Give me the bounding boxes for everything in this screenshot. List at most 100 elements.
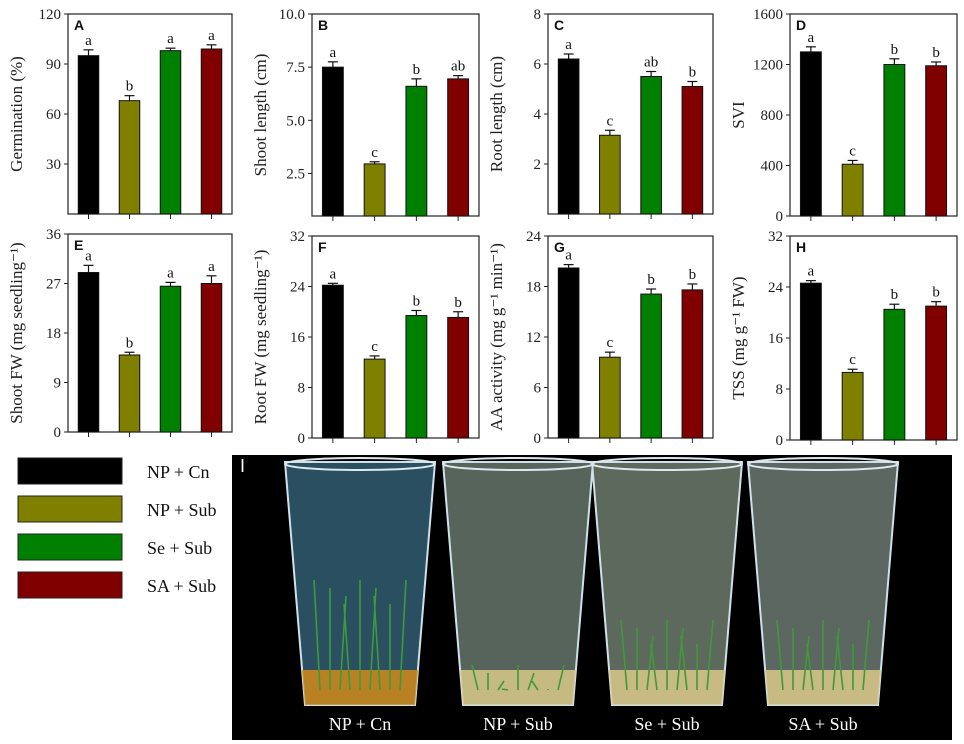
bar-np-sub [363,358,386,439]
significance-letter: ab [644,55,658,71]
bar-np-sub [841,163,864,217]
bar-np-cn [799,51,822,217]
bar-sa-sub [200,283,223,433]
bar-se-sub [159,50,182,215]
bar-sa-sub [200,48,223,215]
y-tick-label: 0 [776,209,784,225]
bar-np-sub [363,163,386,217]
bar-np-sub [118,100,141,215]
panel-label: F [318,239,327,255]
seedling [343,603,351,691]
y-tick-label: 6 [534,381,542,397]
significance-letter: c [849,352,856,368]
legend-swatch [17,533,123,561]
significance-letter: b [647,272,655,288]
bar-se-sub [405,85,428,217]
cup: NP + Cn [283,457,437,734]
y-tick-label: 30 [46,157,61,173]
bar-np-sub [841,371,864,441]
panel-f: 0 8 16 24 32 Root FW (mg seedling⁻¹) Fa c b b [251,229,480,447]
significance-letter: a [167,265,174,281]
legend-label: NP + Sub [147,500,217,520]
panel-label: C [554,17,564,33]
panel-b: 2.5 5.0 7.5 10.0 Shoot length (cm) Ba c b ab [251,7,480,221]
y-axis-label: Germination (%) [7,56,26,172]
legend-label: SA + Sub [147,576,216,596]
significance-letter: b [413,62,421,78]
significance-letter: b [689,267,697,283]
y-tick-label: 400 [761,159,784,175]
y-axis-label: Root length (cm) [487,56,506,172]
bar-np-cn [321,284,344,439]
y-tick-label: 1600 [753,7,783,23]
significance-letter: c [607,113,614,129]
y-tick-label: 2 [534,157,542,173]
y-tick-label: 4 [534,107,542,123]
significance-letter: b [932,285,940,301]
y-tick-label: 800 [761,108,784,124]
y-tick-label: 10.0 [279,7,305,23]
y-axis-label: Shoot FW (mg seedling⁻¹) [7,242,26,423]
legend-swatch [17,457,123,485]
seedling [497,680,505,691]
legend-item: Se + Sub [17,533,212,561]
bar-np-cn [77,272,100,433]
seedling [373,595,381,691]
seedling [836,635,844,691]
significance-letter: ab [451,59,465,75]
legend-swatch [17,571,123,599]
significance-letter: b [689,65,697,81]
significance-letter: c [371,339,378,355]
significance-letter: a [330,45,337,61]
seedling [557,664,565,691]
y-tick-label: 0 [776,433,784,449]
significance-letter: a [208,259,215,275]
y-tick-label: 24 [768,280,784,296]
bar-sa-sub [681,289,704,439]
legend-item: NP + Sub [17,495,217,523]
y-tick-label: 0 [54,425,62,441]
significance-letter: b [126,335,134,351]
legend-label: NP + Cn [147,462,210,482]
panel-a: 30 60 90 120 Germination (%) Aa b a a [7,7,233,219]
cup-rim [591,457,743,471]
y-tick-label: 90 [46,57,61,73]
bar-se-sub [405,315,428,439]
significance-letter: a [85,33,92,49]
y-tick-label: 8 [298,381,306,397]
y-tick-label: 0 [298,431,306,447]
legend-item: SA + Sub [17,571,216,599]
y-tick-label: 1200 [753,58,783,74]
y-tick-label: 2.5 [286,166,305,182]
panel-label: E [74,237,83,253]
cup: SA + Sub [746,457,900,734]
y-tick-label: 120 [39,7,62,23]
plot-frame [311,13,480,217]
bar-sa-sub [925,305,948,441]
panel-label: I [240,456,245,476]
bar-np-cn [557,267,580,439]
y-tick-label: 5.0 [286,113,305,129]
y-tick-label: 27 [46,277,62,293]
y-tick-label: 16 [290,330,306,346]
bar-se-sub [640,293,662,439]
panel-h: 0 8 16 24 32 TSS (mg g⁻¹ FW) Ha c b b [729,229,958,449]
panel-label: A [74,17,84,33]
y-axis-label: SVI [729,101,748,129]
bar-se-sub [640,76,662,215]
y-tick-label: 12 [526,330,541,346]
bar-np-sub [118,354,141,433]
significance-letter: b [413,293,421,309]
cup: NP + Sub [441,457,595,734]
bar-se-sub [883,64,906,217]
significance-letter: c [607,335,614,351]
seedling [399,579,407,691]
photo-panel: I NP + Cn NP + Sub Se + Sub SA + Sub [232,455,952,740]
y-axis-label: Root FW (mg seedling⁻¹) [251,250,270,425]
panel-label: B [318,17,328,33]
bar-sa-sub [447,78,470,217]
legend-label: Se + Sub [147,538,212,558]
panel-c: 2 4 6 8 Root length (cm) Ca c ab b [487,7,714,219]
panel-label: D [796,17,806,33]
